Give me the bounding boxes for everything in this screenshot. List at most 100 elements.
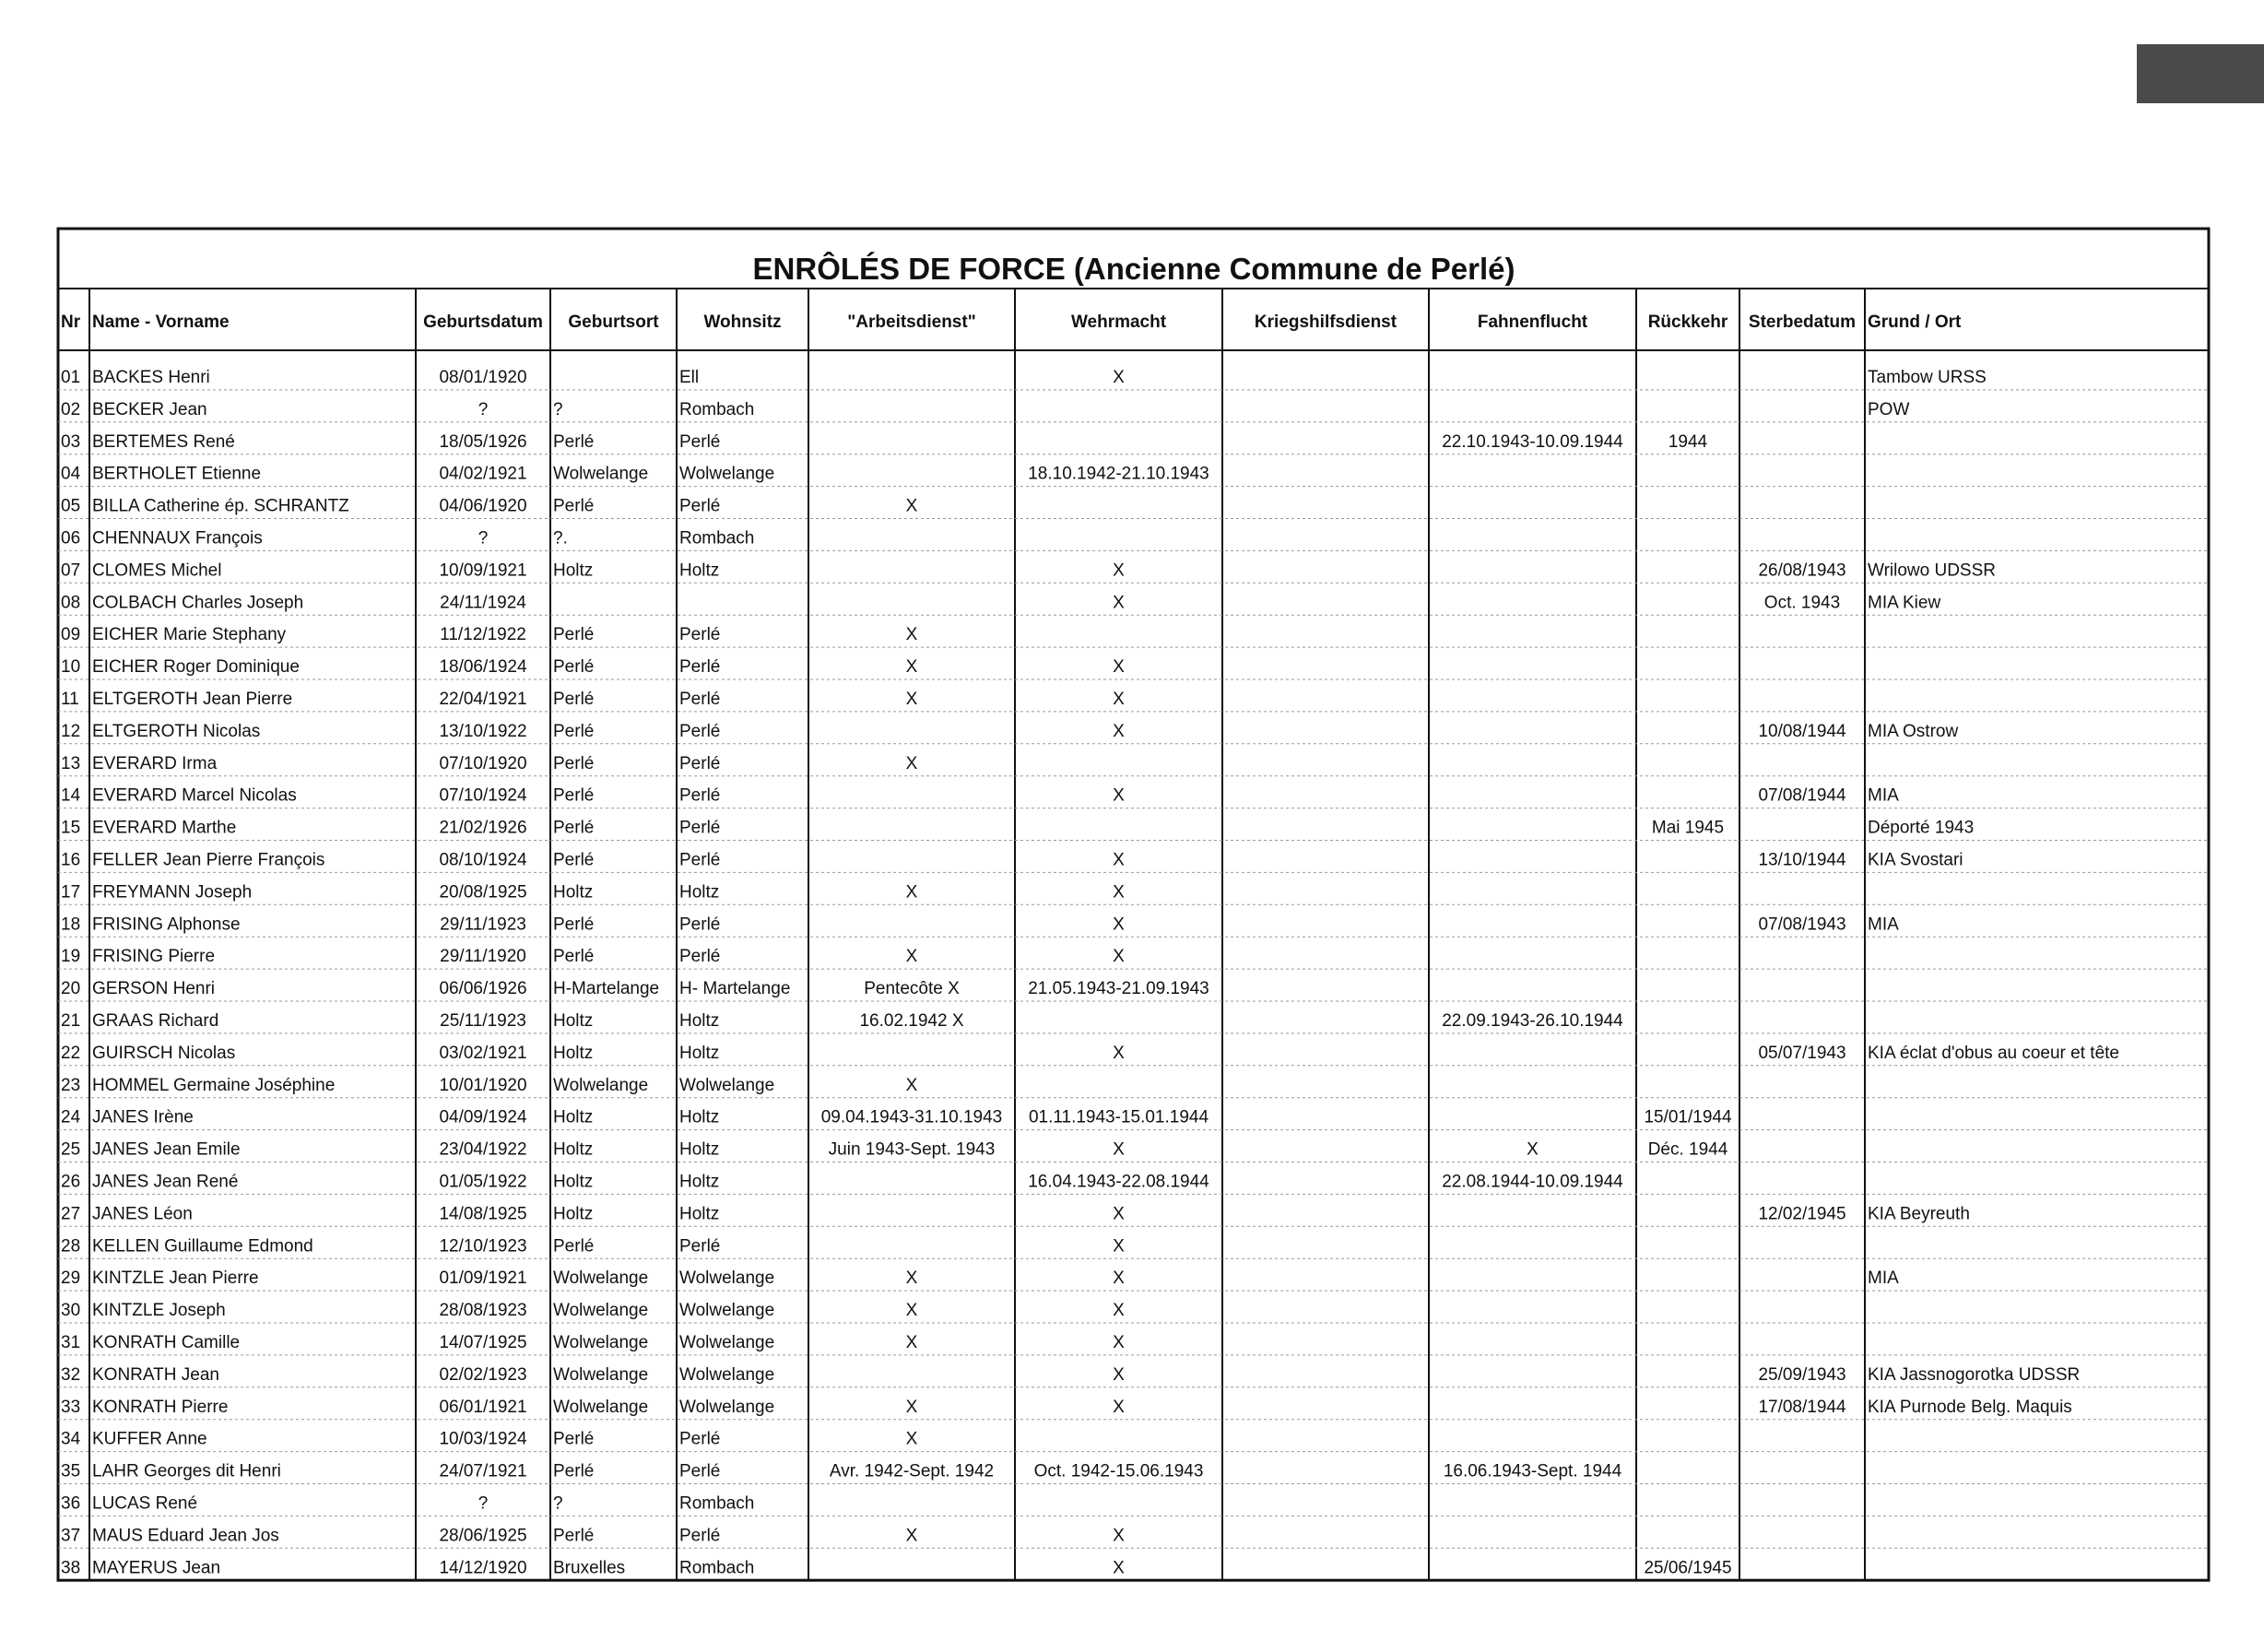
cell: ?. — [553, 529, 568, 549]
cell: Holtz — [679, 560, 719, 580]
cell: 01 — [61, 368, 80, 387]
cell: 24/11/1924 — [440, 593, 526, 612]
cell: 02 — [61, 400, 80, 419]
cell: X — [1113, 368, 1125, 387]
cell: Wolwelange — [679, 1365, 774, 1385]
cell: KONRATH Camille — [92, 1333, 240, 1352]
cell: Wolwelange — [679, 465, 774, 484]
cell: 11 — [61, 690, 79, 709]
cell: X — [1113, 1268, 1125, 1288]
cell: 37 — [61, 1526, 80, 1545]
cell: 04/09/1924 — [439, 1108, 527, 1127]
cell: Holtz — [553, 1204, 593, 1223]
cell: 26 — [61, 1173, 80, 1192]
cell: X — [906, 754, 918, 773]
column-header: Kriegshilfsdienst — [1255, 313, 1397, 332]
cell: X — [1113, 593, 1125, 612]
cell: Wolwelange — [553, 1268, 648, 1288]
cell: 12/02/1945 — [1758, 1204, 1845, 1223]
cell: X — [1113, 851, 1125, 870]
cell: MAYERUS Jean — [92, 1558, 220, 1577]
cell: 05 — [61, 497, 80, 516]
cell: 02/02/1923 — [439, 1365, 526, 1385]
cell: Juin 1943-Sept. 1943 — [829, 1140, 996, 1160]
cell: X — [1113, 690, 1125, 709]
cell: EVERARD Irma — [92, 754, 218, 773]
cell: BECKER Jean — [92, 400, 207, 419]
cell: 01/09/1921 — [439, 1268, 526, 1288]
cell: FRISING Alphonse — [92, 914, 241, 934]
cell: 10/09/1921 — [439, 560, 526, 580]
cell: X — [1113, 722, 1125, 741]
cell: Rombach — [679, 400, 754, 419]
cell: 13/10/1944 — [1758, 851, 1846, 870]
cell: Perlé — [553, 754, 594, 773]
cell: KINTZLE Jean Pierre — [92, 1268, 259, 1288]
cell: Wolwelange — [553, 1365, 648, 1385]
cell: 28/08/1923 — [439, 1301, 526, 1320]
cell: Oct. 1943 — [1764, 593, 1840, 612]
cell: Bruxelles — [553, 1558, 625, 1577]
cell: X — [1113, 786, 1125, 806]
cell: KIA Jassnogorotka UDSSR — [1868, 1365, 2080, 1385]
cell: BACKES Henri — [92, 368, 210, 387]
column-header: Rückkehr — [1648, 313, 1728, 332]
cell: BERTHOLET Etienne — [92, 465, 261, 484]
cell: 33 — [61, 1398, 80, 1417]
cell: 10/08/1944 — [1758, 722, 1846, 741]
cell: X — [1113, 1526, 1125, 1545]
cell: Holtz — [553, 1173, 593, 1192]
cell: Wolwelange — [679, 1398, 774, 1417]
cell: 04/06/1920 — [439, 497, 526, 516]
cell: Holtz — [553, 1011, 593, 1031]
cell: Perlé — [679, 1236, 720, 1256]
cell: Perlé — [553, 722, 594, 741]
cell: ? — [478, 400, 489, 419]
cell: 10 — [61, 657, 80, 677]
cell: 16.04.1943-22.08.1944 — [1028, 1173, 1209, 1192]
cell: 30 — [61, 1301, 80, 1320]
cell: MIA Ostrow — [1868, 722, 1958, 741]
cell: MIA — [1868, 1268, 1899, 1288]
cell: 18.10.1942-21.10.1943 — [1028, 465, 1209, 484]
cell: Perlé — [553, 497, 594, 516]
cell: EVERARD Marcel Nicolas — [92, 786, 297, 806]
cell: Holtz — [679, 1204, 719, 1223]
scan-edge — [2137, 44, 2264, 103]
cell: H- Martelange — [679, 979, 790, 998]
cell: X — [1113, 657, 1125, 677]
cell: KIA Beyreuth — [1868, 1204, 1970, 1223]
cell: FREYMANN Joseph — [92, 882, 252, 902]
cell: ? — [553, 1494, 563, 1514]
cell: 25/06/1945 — [1644, 1558, 1731, 1577]
cell: 23 — [61, 1076, 80, 1095]
cell: Perlé — [553, 914, 594, 934]
cell: X — [1113, 1236, 1125, 1256]
column-header: Wohnsitz — [703, 313, 781, 332]
cell: Perlé — [679, 914, 720, 934]
cell: X — [906, 882, 918, 902]
cell: 18/05/1926 — [439, 432, 526, 452]
cell: H-Martelange — [553, 979, 659, 998]
cell: X — [906, 497, 918, 516]
cell: 20 — [61, 979, 80, 998]
column-header: Sterbedatum — [1749, 313, 1856, 332]
cell: Holtz — [679, 1140, 719, 1160]
cell: KONRATH Pierre — [92, 1398, 228, 1417]
cell: Perlé — [553, 1430, 594, 1449]
cell: 38 — [61, 1558, 80, 1577]
cell: HOMMEL Germaine Joséphine — [92, 1076, 335, 1095]
cell: 17 — [61, 882, 80, 902]
cell: Rombach — [679, 529, 754, 549]
cell: X — [1113, 1140, 1125, 1160]
cell: 22 — [61, 1044, 80, 1063]
cell: Perlé — [679, 1526, 720, 1545]
cell: Perlé — [553, 786, 594, 806]
cell: X — [906, 1398, 918, 1417]
column-header: Geburtsort — [568, 313, 659, 332]
cell: MAUS Eduard Jean Jos — [92, 1526, 279, 1545]
cell: Wolwelange — [553, 1333, 648, 1352]
